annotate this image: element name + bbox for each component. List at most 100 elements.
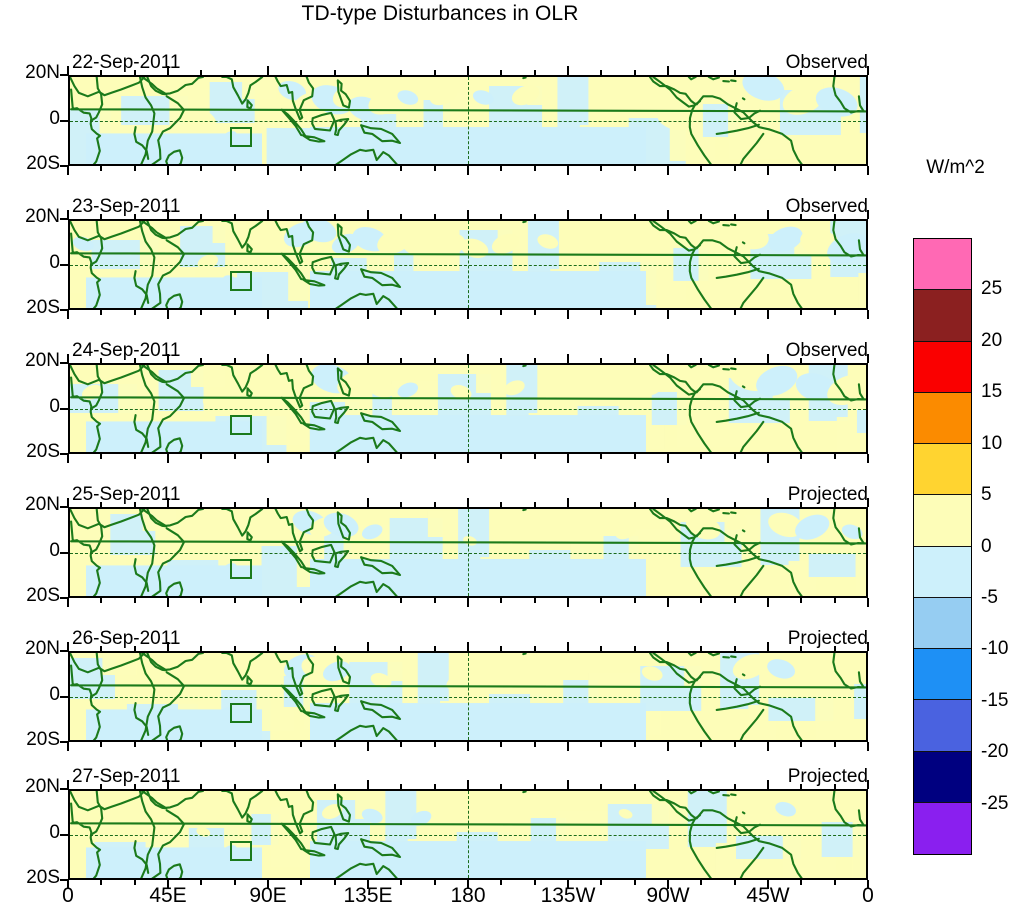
colorbar-band	[914, 341, 971, 393]
x-axis-minor-tick	[200, 358, 203, 363]
x-axis-minor-tick	[433, 784, 436, 789]
x-axis-minor-tick	[200, 784, 203, 789]
x-axis-major-tick	[67, 166, 69, 175]
x-axis-minor-tick	[300, 310, 303, 315]
x-axis-minor-tick	[533, 310, 536, 315]
panel-status-label: Projected	[787, 484, 868, 505]
x-axis-minor-tick	[233, 310, 236, 315]
x-axis-minor-tick	[100, 598, 103, 603]
colorbar-tick-label: 15	[981, 381, 1003, 403]
map-panel[interactable]	[68, 651, 868, 742]
x-axis-minor-tick	[100, 742, 103, 747]
map-panel[interactable]	[68, 75, 868, 166]
x-axis-major-tick	[667, 166, 669, 175]
x-axis-major-tick	[867, 642, 869, 651]
y-axis-tick	[60, 218, 69, 220]
x-axis-major-tick	[667, 780, 669, 789]
panel-header: 27-Sep-2011 Projected	[72, 762, 868, 788]
x-axis-major-tick	[667, 354, 669, 363]
x-axis-major-tick	[67, 880, 69, 889]
x-axis-major-tick	[567, 498, 569, 507]
x-axis-minor-tick	[233, 214, 236, 219]
x-axis-minor-tick	[300, 880, 303, 885]
x-axis-major-tick	[667, 498, 669, 507]
x-axis-minor-tick	[533, 214, 536, 219]
x-axis-minor-tick	[400, 166, 403, 171]
x-axis-major-tick	[767, 780, 769, 789]
x-axis-minor-tick	[500, 214, 503, 219]
x-axis-major-tick	[767, 742, 769, 751]
x-axis-major-tick	[567, 780, 569, 789]
x-axis-major-tick	[167, 598, 169, 607]
x-axis-minor-tick	[300, 646, 303, 651]
x-axis-major-tick	[767, 498, 769, 507]
x-axis-minor-tick	[633, 214, 636, 219]
x-axis-major-tick	[767, 210, 769, 219]
x-axis-minor-tick	[800, 70, 803, 75]
x-axis-major-tick	[267, 166, 269, 175]
y-axis-tick	[60, 833, 69, 836]
map-panel[interactable]	[68, 363, 868, 454]
x-axis-minor-tick	[100, 70, 103, 75]
y-axis-tick	[60, 362, 69, 364]
x-axis-minor-tick	[833, 70, 836, 75]
x-axis-minor-tick	[800, 214, 803, 219]
panel-status-label: Projected	[787, 628, 868, 649]
x-axis-minor-tick	[533, 598, 536, 603]
x-axis-minor-tick	[500, 358, 503, 363]
map-panel[interactable]	[68, 219, 868, 310]
x-axis-minor-tick	[600, 454, 603, 459]
x-axis-label: 0	[862, 884, 874, 907]
x-axis-major-tick	[367, 454, 369, 463]
x-axis-minor-tick	[433, 880, 436, 885]
x-axis-minor-tick	[333, 880, 336, 885]
map-panel[interactable]	[68, 789, 868, 880]
x-axis-major-tick	[867, 498, 869, 507]
x-axis-minor-tick	[333, 310, 336, 315]
colorbar-tick-label: -25	[981, 792, 1009, 814]
y-axis-tick	[60, 407, 69, 410]
x-axis-minor-tick	[333, 646, 336, 651]
panel-header: 25-Sep-2011 Projected	[72, 480, 868, 506]
x-axis-major-tick	[867, 210, 869, 219]
dateline-line	[468, 791, 469, 878]
x-axis-minor-tick	[800, 646, 803, 651]
x-axis-major-tick	[167, 780, 169, 789]
x-axis-minor-tick	[633, 454, 636, 459]
colorbar-tick-label: 5	[981, 484, 992, 506]
x-axis-minor-tick	[133, 310, 136, 315]
x-axis-major-tick	[167, 166, 169, 175]
x-axis-minor-tick	[500, 784, 503, 789]
map-panel[interactable]	[68, 507, 868, 598]
x-axis-minor-tick	[300, 358, 303, 363]
x-axis-major-tick	[667, 310, 669, 319]
x-axis-major-tick	[667, 598, 669, 607]
x-axis-minor-tick	[600, 70, 603, 75]
x-axis-major-tick	[467, 598, 469, 607]
y-axis-label: 20S	[26, 729, 60, 750]
target-region-box	[230, 271, 252, 291]
x-axis-minor-tick	[133, 880, 136, 885]
y-axis-tick	[60, 741, 69, 743]
x-axis-major-tick	[567, 66, 569, 75]
x-axis-major-tick	[267, 454, 269, 463]
x-axis-minor-tick	[300, 454, 303, 459]
y-axis-label: 20N	[25, 62, 60, 83]
x-axis-minor-tick	[433, 310, 436, 315]
panel-status-label: Projected	[787, 766, 868, 787]
x-axis-major-tick	[367, 66, 369, 75]
x-axis-major-tick	[367, 780, 369, 789]
x-axis-minor-tick	[500, 454, 503, 459]
colorbar[interactable]	[913, 238, 972, 855]
x-axis-major-tick	[67, 598, 69, 607]
x-axis-minor-tick	[200, 166, 203, 171]
x-axis-major-tick	[467, 498, 469, 507]
dateline-line	[468, 77, 469, 164]
x-axis-major-tick	[667, 642, 669, 651]
x-axis-minor-tick	[233, 784, 236, 789]
colorbar-band	[914, 649, 971, 701]
x-axis-major-tick	[867, 310, 869, 319]
y-axis-label: 20S	[26, 585, 60, 606]
x-axis-minor-tick	[200, 214, 203, 219]
x-axis-minor-tick	[733, 454, 736, 459]
